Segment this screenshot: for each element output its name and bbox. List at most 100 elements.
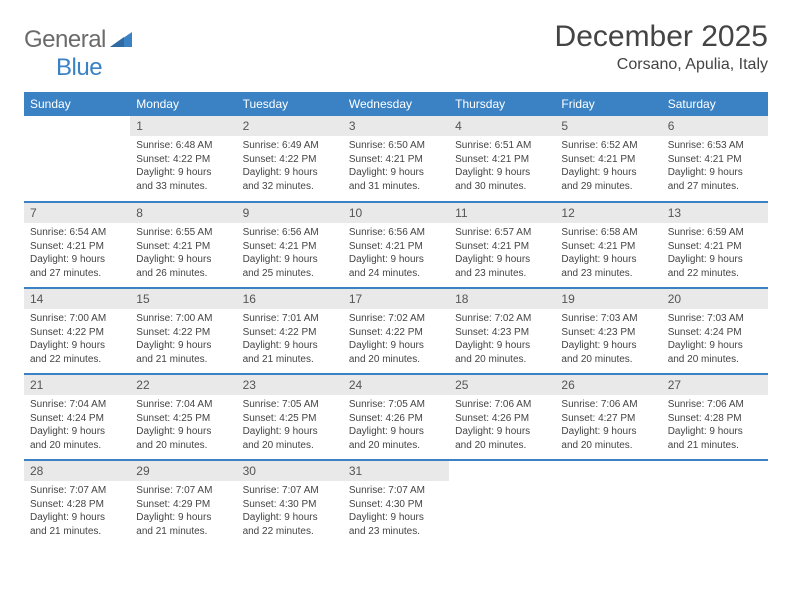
weekday-header: Saturday [662,92,768,116]
sunrise-line: Sunrise: 7:03 AM [668,312,762,326]
sunrise-line: Sunrise: 7:03 AM [561,312,655,326]
day-number: 8 [130,203,236,223]
daylight-line: Daylight: 9 hours and 20 minutes. [243,425,337,452]
calendar-head: SundayMondayTuesdayWednesdayThursdayFrid… [24,92,768,116]
calendar-body: 1Sunrise: 6:48 AMSunset: 4:22 PMDaylight… [24,116,768,546]
calendar-cell: 17Sunrise: 7:02 AMSunset: 4:22 PMDayligh… [343,288,449,374]
daylight-line: Daylight: 9 hours and 33 minutes. [136,166,230,193]
day-details: Sunrise: 7:05 AMSunset: 4:25 PMDaylight:… [237,395,343,456]
day-details: Sunrise: 7:07 AMSunset: 4:30 PMDaylight:… [237,481,343,542]
day-number: 28 [24,461,130,481]
weekday-header: Thursday [449,92,555,116]
day-details: Sunrise: 7:02 AMSunset: 4:23 PMDaylight:… [449,309,555,370]
day-number: 9 [237,203,343,223]
calendar-row: 7Sunrise: 6:54 AMSunset: 4:21 PMDaylight… [24,202,768,288]
calendar-cell: 25Sunrise: 7:06 AMSunset: 4:26 PMDayligh… [449,374,555,460]
day-details: Sunrise: 7:04 AMSunset: 4:25 PMDaylight:… [130,395,236,456]
calendar-cell [449,460,555,546]
sunset-line: Sunset: 4:26 PM [349,412,443,426]
sunrise-line: Sunrise: 6:54 AM [30,226,124,240]
sunset-line: Sunset: 4:30 PM [243,498,337,512]
sunrise-line: Sunrise: 7:05 AM [243,398,337,412]
day-number: 1 [130,116,236,136]
weekday-header: Monday [130,92,236,116]
sunrise-line: Sunrise: 7:06 AM [668,398,762,412]
day-number: 29 [130,461,236,481]
sunrise-line: Sunrise: 6:52 AM [561,139,655,153]
sunrise-line: Sunrise: 7:05 AM [349,398,443,412]
sunset-line: Sunset: 4:22 PM [243,153,337,167]
calendar-cell: 18Sunrise: 7:02 AMSunset: 4:23 PMDayligh… [449,288,555,374]
day-details: Sunrise: 6:56 AMSunset: 4:21 PMDaylight:… [343,223,449,284]
sunrise-line: Sunrise: 6:58 AM [561,226,655,240]
calendar-cell: 21Sunrise: 7:04 AMSunset: 4:24 PMDayligh… [24,374,130,460]
calendar-cell: 5Sunrise: 6:52 AMSunset: 4:21 PMDaylight… [555,116,661,202]
sunset-line: Sunset: 4:23 PM [561,326,655,340]
day-details: Sunrise: 6:52 AMSunset: 4:21 PMDaylight:… [555,136,661,197]
sunset-line: Sunset: 4:21 PM [668,153,762,167]
sunrise-line: Sunrise: 6:57 AM [455,226,549,240]
daylight-line: Daylight: 9 hours and 20 minutes. [349,425,443,452]
sunrise-line: Sunrise: 7:07 AM [30,484,124,498]
sunset-line: Sunset: 4:21 PM [561,153,655,167]
daylight-line: Daylight: 9 hours and 32 minutes. [243,166,337,193]
sunset-line: Sunset: 4:26 PM [455,412,549,426]
daylight-line: Daylight: 9 hours and 20 minutes. [668,339,762,366]
calendar-cell: 11Sunrise: 6:57 AMSunset: 4:21 PMDayligh… [449,202,555,288]
calendar-cell: 13Sunrise: 6:59 AMSunset: 4:21 PMDayligh… [662,202,768,288]
day-number: 12 [555,203,661,223]
day-details: Sunrise: 7:07 AMSunset: 4:28 PMDaylight:… [24,481,130,542]
daylight-line: Daylight: 9 hours and 22 minutes. [30,339,124,366]
weekday-header: Friday [555,92,661,116]
day-details: Sunrise: 7:01 AMSunset: 4:22 PMDaylight:… [237,309,343,370]
day-number: 23 [237,375,343,395]
calendar-row: 28Sunrise: 7:07 AMSunset: 4:28 PMDayligh… [24,460,768,546]
day-details: Sunrise: 7:07 AMSunset: 4:30 PMDaylight:… [343,481,449,542]
day-number: 20 [662,289,768,309]
day-number: 14 [24,289,130,309]
day-details: Sunrise: 7:06 AMSunset: 4:26 PMDaylight:… [449,395,555,456]
calendar-cell: 7Sunrise: 6:54 AMSunset: 4:21 PMDaylight… [24,202,130,288]
day-number: 19 [555,289,661,309]
day-number: 26 [555,375,661,395]
day-details: Sunrise: 7:03 AMSunset: 4:23 PMDaylight:… [555,309,661,370]
calendar-cell: 20Sunrise: 7:03 AMSunset: 4:24 PMDayligh… [662,288,768,374]
daylight-line: Daylight: 9 hours and 21 minutes. [668,425,762,452]
calendar-row: 1Sunrise: 6:48 AMSunset: 4:22 PMDaylight… [24,116,768,202]
sunset-line: Sunset: 4:22 PM [136,153,230,167]
location: Corsano, Apulia, Italy [555,56,768,74]
day-details: Sunrise: 7:03 AMSunset: 4:24 PMDaylight:… [662,309,768,370]
calendar-cell [24,116,130,202]
day-number: 11 [449,203,555,223]
calendar-cell: 2Sunrise: 6:49 AMSunset: 4:22 PMDaylight… [237,116,343,202]
sunset-line: Sunset: 4:21 PM [668,240,762,254]
sunrise-line: Sunrise: 7:06 AM [455,398,549,412]
calendar-cell: 1Sunrise: 6:48 AMSunset: 4:22 PMDaylight… [130,116,236,202]
daylight-line: Daylight: 9 hours and 27 minutes. [30,253,124,280]
brand-logo: General [24,26,134,54]
sunrise-line: Sunrise: 7:07 AM [243,484,337,498]
sunset-line: Sunset: 4:22 PM [243,326,337,340]
day-number: 22 [130,375,236,395]
day-details: Sunrise: 7:00 AMSunset: 4:22 PMDaylight:… [24,309,130,370]
weekday-header: Tuesday [237,92,343,116]
day-details: Sunrise: 6:54 AMSunset: 4:21 PMDaylight:… [24,223,130,284]
brand-part1: General [24,26,106,54]
day-details: Sunrise: 6:48 AMSunset: 4:22 PMDaylight:… [130,136,236,197]
sunrise-line: Sunrise: 7:07 AM [136,484,230,498]
sunset-line: Sunset: 4:21 PM [349,240,443,254]
day-number: 15 [130,289,236,309]
daylight-line: Daylight: 9 hours and 26 minutes. [136,253,230,280]
calendar-table: SundayMondayTuesdayWednesdayThursdayFrid… [24,92,768,546]
calendar-cell: 4Sunrise: 6:51 AMSunset: 4:21 PMDaylight… [449,116,555,202]
calendar-cell: 3Sunrise: 6:50 AMSunset: 4:21 PMDaylight… [343,116,449,202]
sunset-line: Sunset: 4:21 PM [455,240,549,254]
day-number: 24 [343,375,449,395]
sunrise-line: Sunrise: 7:02 AM [455,312,549,326]
sunrise-line: Sunrise: 7:00 AM [136,312,230,326]
sunset-line: Sunset: 4:27 PM [561,412,655,426]
calendar-cell: 22Sunrise: 7:04 AMSunset: 4:25 PMDayligh… [130,374,236,460]
calendar-cell: 14Sunrise: 7:00 AMSunset: 4:22 PMDayligh… [24,288,130,374]
daylight-line: Daylight: 9 hours and 22 minutes. [668,253,762,280]
day-details: Sunrise: 6:53 AMSunset: 4:21 PMDaylight:… [662,136,768,197]
